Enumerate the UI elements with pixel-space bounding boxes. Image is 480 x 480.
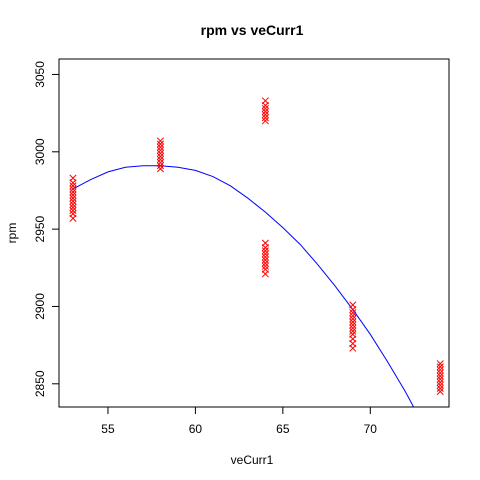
data-point: [156, 140, 164, 148]
data-point: [261, 114, 269, 122]
data-point: [156, 162, 164, 170]
data-point: [436, 372, 444, 380]
data-point: [69, 174, 77, 182]
data-point: [261, 111, 269, 119]
data-point: [261, 104, 269, 113]
data-point: [436, 378, 444, 386]
data-point: [436, 384, 444, 392]
data-point: [349, 318, 357, 326]
data-point: [156, 155, 164, 164]
x-tick-label: 65: [276, 422, 290, 436]
fitted-curve-line: [72, 165, 415, 407]
data-point: [436, 375, 444, 383]
data-point: [156, 143, 164, 151]
data-point: [349, 312, 357, 320]
data-point: [69, 207, 77, 215]
data-point: [69, 203, 77, 212]
y-axis-label: rpm: [5, 223, 19, 244]
x-tick-label: 70: [364, 422, 378, 436]
data-point: [69, 182, 77, 190]
data-point: [69, 210, 77, 218]
y-tick-label: 2850: [33, 370, 47, 397]
data-point: [261, 250, 269, 258]
data-point: [69, 197, 77, 205]
x-axis: 55 60 65 70: [101, 406, 378, 436]
data-point: [436, 387, 444, 396]
data-point: [69, 200, 77, 208]
data-point: [436, 381, 444, 389]
data-point: [156, 149, 164, 157]
data-point: [261, 108, 269, 116]
data-point: [349, 301, 357, 309]
data-point: [261, 247, 269, 255]
data-point: [436, 363, 444, 371]
data-point: [261, 265, 269, 273]
data-point: [261, 239, 269, 247]
data-point: [156, 165, 164, 173]
data-point: [436, 366, 444, 374]
data-point: [261, 259, 269, 267]
y-tick-label: 2950: [33, 215, 47, 242]
chart-title: rpm vs veCurr1: [201, 22, 304, 38]
data-point: [436, 360, 444, 368]
data-point: [261, 253, 269, 261]
data-point: [69, 194, 77, 202]
data-point: [261, 256, 269, 264]
data-point: [436, 369, 444, 377]
data-points-layer: [69, 97, 444, 396]
data-point: [349, 315, 357, 323]
data-point: [349, 324, 357, 332]
data-point: [349, 309, 357, 317]
data-point: [349, 321, 357, 329]
y-tick-label: 3050: [33, 61, 47, 88]
data-point: [156, 152, 164, 160]
x-axis-label: veCurr1: [231, 453, 274, 467]
data-point: [349, 330, 357, 338]
data-point: [156, 159, 164, 167]
data-point: [69, 185, 77, 193]
data-point: [261, 117, 269, 125]
x-tick-label: 55: [101, 422, 115, 436]
data-point: [69, 191, 77, 199]
data-point: [69, 188, 77, 196]
data-point: [349, 327, 357, 335]
data-point: [156, 137, 164, 145]
data-point: [261, 262, 269, 270]
y-axis: 2850 2900 2950 3000 3050: [33, 61, 60, 397]
fitted-curve-layer: [72, 165, 415, 407]
y-tick-label: 2900: [33, 293, 47, 320]
y-tick-label: 3000: [33, 138, 47, 165]
data-point: [261, 97, 269, 105]
x-tick-label: 60: [189, 422, 203, 436]
data-point: [156, 146, 164, 154]
